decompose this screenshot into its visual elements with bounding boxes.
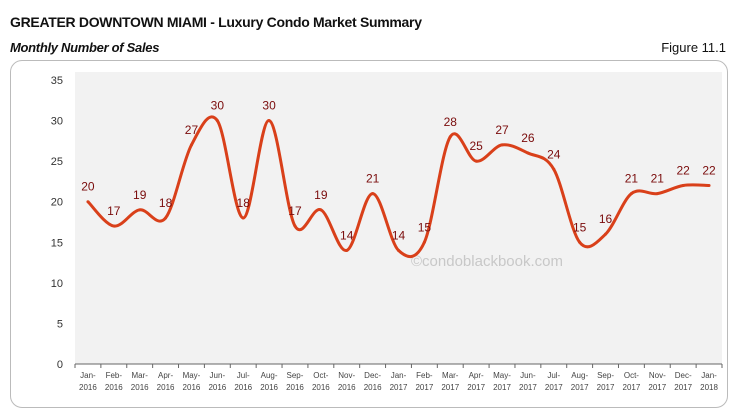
x-tick-label: Dec-2017 xyxy=(674,371,692,392)
data-label: 17 xyxy=(107,204,121,218)
data-point xyxy=(474,159,478,163)
data-point xyxy=(655,192,659,196)
plot-area xyxy=(75,72,722,364)
data-label: 19 xyxy=(314,188,328,202)
data-point xyxy=(604,232,608,236)
y-tick-label: 25 xyxy=(51,156,63,168)
watermark: ©condoblackbook.com xyxy=(411,253,563,270)
x-tick-label: Jan-2017 xyxy=(390,371,408,392)
x-tick-label: Aug-2017 xyxy=(571,371,589,392)
data-point xyxy=(164,216,168,220)
data-label: 22 xyxy=(677,163,691,177)
data-point xyxy=(552,167,556,171)
data-point xyxy=(189,143,193,147)
data-point xyxy=(319,208,323,212)
x-tick-label: Jun-2017 xyxy=(519,371,537,392)
x-tick-label: Sep-2017 xyxy=(597,371,615,392)
x-tick-label: Feb-2016 xyxy=(105,371,123,392)
data-point xyxy=(681,183,685,187)
data-label: 16 xyxy=(599,212,613,226)
data-label: 14 xyxy=(392,228,406,242)
x-tick-label: Jan-2016 xyxy=(79,371,97,392)
y-tick-label: 0 xyxy=(57,359,63,371)
x-tick-label: Jul-2017 xyxy=(545,371,563,392)
data-point xyxy=(500,143,504,147)
data-point xyxy=(422,240,426,244)
data-point xyxy=(629,192,633,196)
x-tick-label: Aug-2016 xyxy=(260,371,278,392)
data-point xyxy=(138,208,142,212)
data-point xyxy=(215,119,219,123)
figure-number: Figure 11.1 xyxy=(661,40,726,55)
x-tick-label: May-2016 xyxy=(183,371,201,392)
data-point xyxy=(448,135,452,139)
series-line xyxy=(86,115,710,258)
data-label: 30 xyxy=(262,99,276,113)
y-tick-label: 20 xyxy=(51,197,63,209)
data-label: 21 xyxy=(366,172,380,186)
data-label: 14 xyxy=(340,228,354,242)
y-tick-label: 15 xyxy=(51,237,63,249)
report-title: GREATER DOWNTOWN MIAMI - Luxury Condo Ma… xyxy=(10,14,422,30)
x-tick-label: May-2017 xyxy=(493,371,511,392)
data-label: 17 xyxy=(288,204,302,218)
data-label: 18 xyxy=(237,196,251,210)
data-point xyxy=(707,183,711,187)
data-label: 30 xyxy=(211,99,225,113)
y-tick-label: 30 xyxy=(51,116,63,128)
data-point xyxy=(293,224,297,228)
x-tick-label: Mar-2016 xyxy=(131,371,149,392)
x-tick-label: Oct-2017 xyxy=(623,371,641,392)
data-label: 26 xyxy=(521,131,535,145)
data-label: 22 xyxy=(702,163,716,177)
data-point xyxy=(397,248,400,252)
x-tick-label: Jan-2018 xyxy=(700,371,718,392)
data-point xyxy=(241,216,245,220)
chart-subtitle: Monthly Number of Sales xyxy=(10,40,160,55)
data-label: 28 xyxy=(444,115,458,129)
data-label: 21 xyxy=(625,172,639,186)
data-label: 15 xyxy=(573,220,587,234)
data-point xyxy=(267,119,271,123)
chart-frame xyxy=(10,60,728,408)
data-label: 20 xyxy=(81,180,95,194)
x-tick-label: Oct-2016 xyxy=(312,371,330,392)
x-tick-label: Feb-2017 xyxy=(415,371,433,392)
x-tick-label: Sep-2016 xyxy=(286,371,304,392)
data-label: 15 xyxy=(418,220,432,234)
x-tick-label: Dec-2016 xyxy=(364,371,382,392)
x-tick-label: Nov-2016 xyxy=(338,371,356,392)
y-tick-label: 10 xyxy=(51,278,63,290)
data-label: 27 xyxy=(495,123,509,137)
x-tick-label: Apr-2017 xyxy=(467,371,485,392)
data-point xyxy=(526,151,530,155)
y-tick-label: 5 xyxy=(57,318,63,330)
x-tick-label: Apr-2016 xyxy=(157,371,175,392)
data-point xyxy=(578,240,582,244)
data-label: 19 xyxy=(133,188,147,202)
data-label: 25 xyxy=(469,139,483,153)
data-label: 18 xyxy=(159,196,173,210)
data-point xyxy=(86,200,90,204)
data-label: 21 xyxy=(651,172,665,186)
data-label: 27 xyxy=(185,123,199,137)
data-point xyxy=(112,224,116,228)
x-tick-label: Nov-2017 xyxy=(648,371,666,392)
data-label: 24 xyxy=(547,147,561,161)
data-point xyxy=(371,192,375,196)
data-point xyxy=(345,248,349,252)
x-tick-label: Jul-2016 xyxy=(234,371,252,392)
x-tick-label: Mar-2017 xyxy=(441,371,459,392)
y-tick-label: 35 xyxy=(51,75,63,87)
x-tick-label: Jun-2016 xyxy=(208,371,226,392)
